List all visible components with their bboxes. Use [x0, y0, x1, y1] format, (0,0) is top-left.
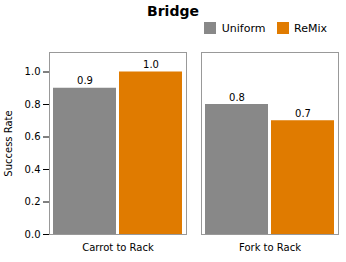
- svg-text:0.4: 0.4: [25, 164, 41, 175]
- svg-text:Carrot to Rack: Carrot to Rack: [82, 242, 154, 253]
- svg-text:0.8: 0.8: [229, 92, 245, 103]
- html-text:ReMix: ReMix: [294, 21, 327, 35]
- svg-text:0.6: 0.6: [25, 131, 41, 142]
- svg-text:1.0: 1.0: [143, 59, 159, 70]
- svg-text:Success Rate: Success Rate: [3, 110, 14, 176]
- svg-text:0.0: 0.0: [25, 229, 41, 240]
- svg-text:Fork to Rack: Fork to Rack: [239, 242, 301, 253]
- html-text:Uniform: Uniform: [221, 21, 266, 35]
- svg-text:1.0: 1.0: [25, 66, 41, 77]
- svg-text:0.8: 0.8: [25, 99, 41, 110]
- svg-text:0.7: 0.7: [295, 108, 311, 119]
- svg-text:0.2: 0.2: [25, 196, 41, 207]
- svg-text:0.9: 0.9: [77, 75, 93, 86]
- html-text:Bridge: Bridge: [147, 3, 199, 19]
